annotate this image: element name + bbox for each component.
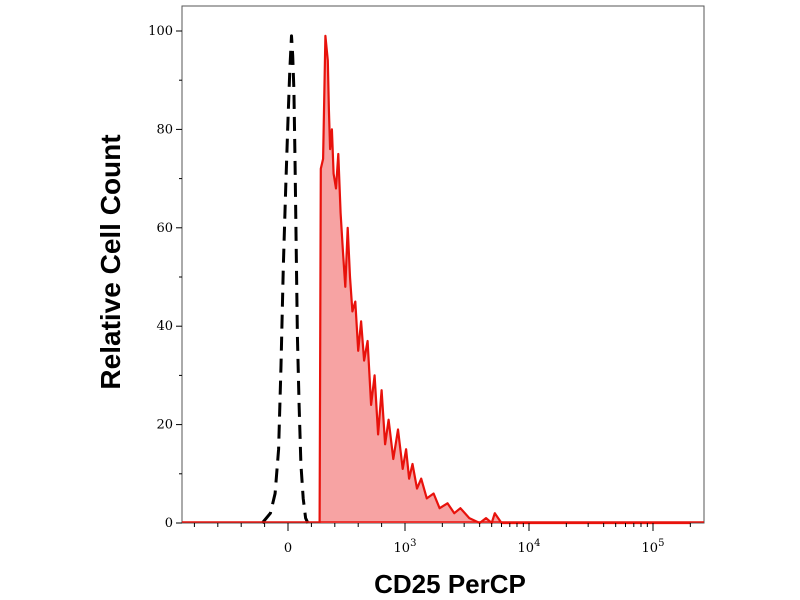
y-tick-label: 20 — [156, 418, 173, 433]
plot-frame — [181, 5, 705, 524]
x-axis-label: CD25 PerCP — [374, 569, 526, 599]
y-tick-label: 40 — [156, 319, 173, 334]
axes: 0 20 40 60 80 100 0 103 104 105 — [148, 24, 691, 556]
x-tick-label: 104 — [518, 538, 541, 556]
series-stained-area — [319, 35, 691, 524]
y-axis-label: Relative Cell Count — [95, 134, 126, 389]
series-control-line — [261, 34, 310, 524]
y-tick-label: 0 — [165, 516, 173, 531]
x-tick-label: 0 — [284, 541, 292, 556]
y-tick-label: 100 — [148, 24, 173, 39]
y-tick-label: 80 — [156, 122, 173, 137]
plot-area — [181, 5, 705, 524]
y-tick-label: 60 — [156, 221, 173, 236]
x-tick-label: 103 — [394, 538, 417, 556]
series-layer — [182, 34, 704, 525]
x-tick-label: 105 — [642, 538, 665, 556]
series-stained-line — [318, 34, 691, 525]
